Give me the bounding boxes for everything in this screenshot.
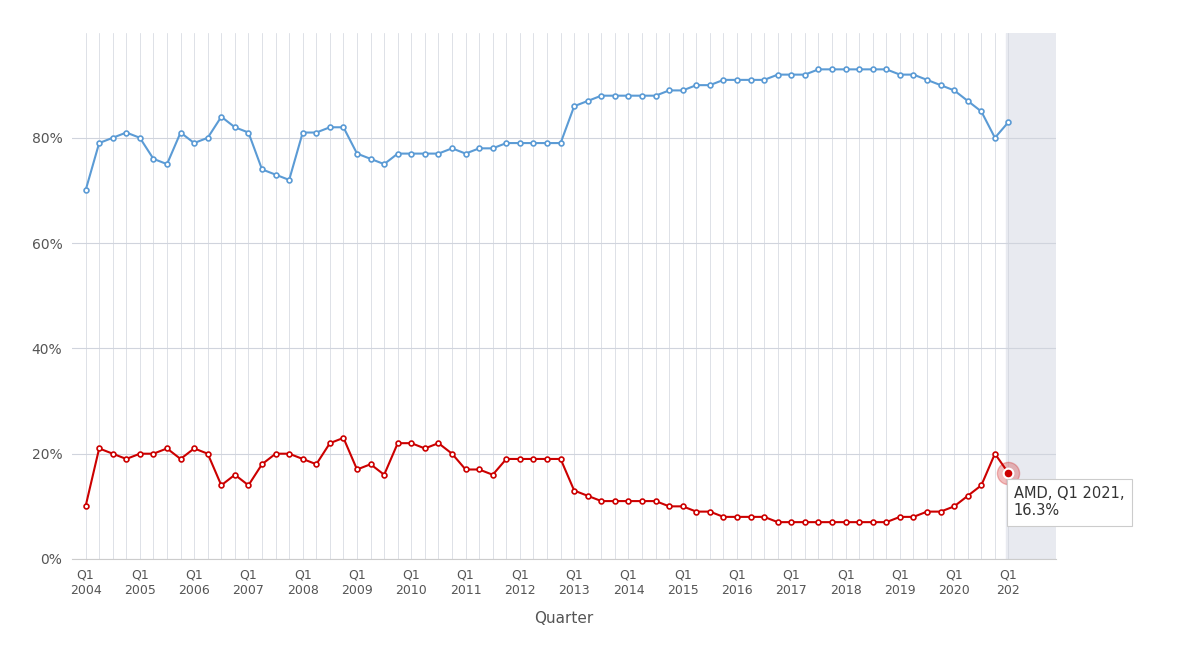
- X-axis label: Quarter: Quarter: [534, 610, 594, 625]
- Bar: [1006, 32, 1084, 559]
- Text: AMD, Q1 2021,
16.3%: AMD, Q1 2021, 16.3%: [1014, 486, 1124, 518]
